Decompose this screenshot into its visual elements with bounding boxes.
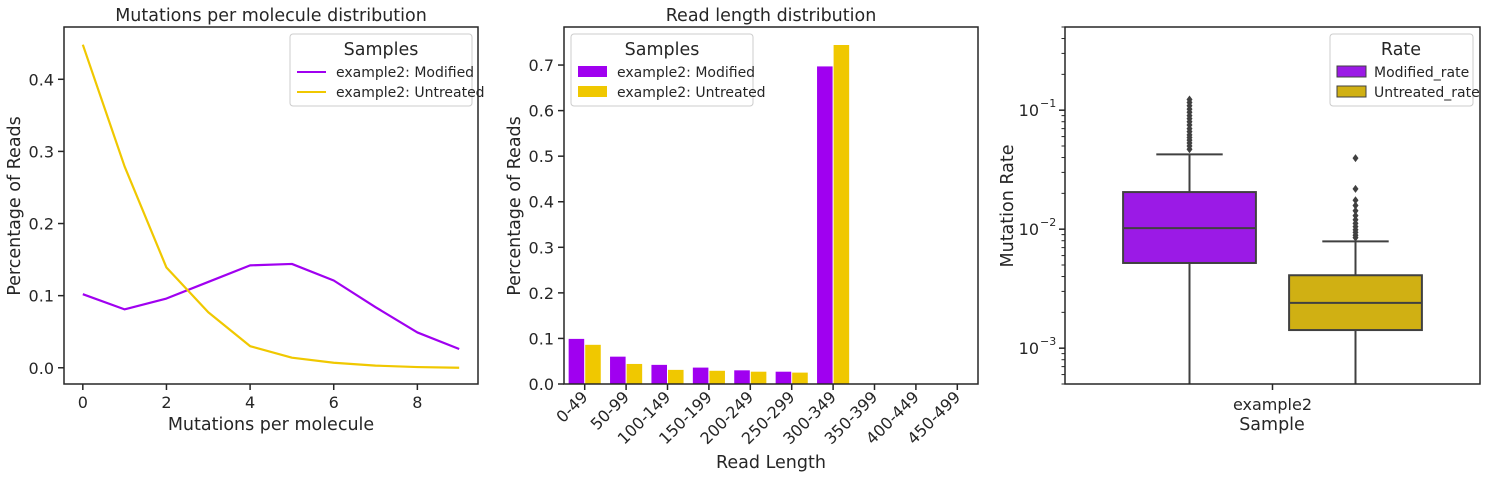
chart-title: Mutations per molecule distribution	[115, 6, 427, 26]
legend-label-modified: example2: Modified	[336, 65, 474, 81]
x-axis-label: Mutations per molecule	[168, 415, 374, 435]
legend-label-modified-rate: Modified_rate	[1374, 65, 1469, 81]
bar-untreated	[792, 372, 808, 384]
outlier-untreated	[1352, 184, 1359, 193]
legend: Samples example2: Modified example2: Unt…	[570, 33, 766, 107]
legend-title: Samples	[625, 40, 700, 60]
outlier-untreated	[1352, 154, 1359, 163]
outlier-untreated	[1352, 206, 1359, 215]
legend-title: Rate	[1381, 40, 1421, 60]
x-tick-label: example2	[1233, 395, 1312, 414]
y-tick-exponent: −3	[1040, 335, 1056, 348]
x-tick-label: 6	[329, 393, 339, 412]
bar-modified	[610, 356, 626, 384]
y-tick-label: 0.7	[529, 56, 554, 75]
bar-untreated	[668, 369, 684, 384]
plot-frame	[63, 26, 479, 385]
y-tick-exponent: −2	[1040, 216, 1056, 229]
outlier-untreated	[1352, 211, 1359, 220]
legend-box	[570, 33, 754, 107]
y-axis-label: Percentage of Reads	[5, 116, 25, 296]
y-tick-label: 0.1	[529, 329, 554, 348]
bar-modified	[817, 66, 833, 385]
bar-untreated	[750, 371, 767, 384]
legend: Rate Modified_rate Untreated_rate	[1329, 33, 1480, 107]
y-tick-label: 0.1	[29, 287, 54, 306]
legend-box	[289, 33, 473, 107]
bar-modified	[692, 367, 709, 384]
legend: Samples example2: Modified example2: Unt…	[289, 33, 485, 107]
bar-untreated	[626, 363, 643, 384]
series-line-modified	[82, 262, 460, 351]
x-tick-label: 4	[245, 393, 255, 412]
y-tick-label: 10	[1019, 220, 1039, 239]
x-tick-label: 2	[161, 393, 171, 412]
bar-modified	[734, 370, 750, 384]
bar-untreated	[833, 44, 850, 385]
x-tick-label: 0	[78, 393, 88, 412]
legend-swatch-untreated-rate	[1336, 85, 1367, 98]
x-tick-label: 8	[412, 393, 422, 412]
bar-modified	[775, 371, 792, 384]
panel-read-length: Read length distribution 0-4950-99100-14…	[505, 6, 979, 473]
bar-untreated	[709, 370, 725, 384]
y-tick-label: 10	[1019, 101, 1039, 120]
x-axis-label: Read Length	[716, 453, 826, 473]
plot-frame	[563, 26, 979, 385]
outlier-modified	[1186, 95, 1193, 104]
y-tick-exponent: −1	[1040, 97, 1056, 110]
y-tick-label: 0.2	[29, 215, 54, 234]
y-tick-label: 0.3	[529, 238, 554, 257]
legend-label-untreated-rate: Untreated_rate	[1374, 85, 1480, 101]
y-tick-label: 0.3	[29, 142, 54, 161]
y-tick-label: 0.0	[29, 359, 54, 378]
y-tick-label: 0.6	[529, 102, 554, 121]
legend-title: Samples	[344, 40, 419, 60]
y-tick-label: 10	[1019, 339, 1039, 358]
y-tick-label: 0.5	[529, 147, 554, 166]
outlier-untreated	[1352, 196, 1359, 205]
y-tick-label: 0.4	[529, 193, 554, 212]
legend-label-modified: example2: Modified	[617, 65, 755, 81]
outlier-untreated	[1352, 215, 1359, 224]
chart-title: Read length distribution	[666, 6, 877, 26]
legend-label-untreated: example2: Untreated	[336, 85, 485, 101]
y-axis-label: Percentage of Reads	[505, 116, 525, 296]
bar-modified	[568, 338, 585, 384]
y-tick-label: 0.4	[29, 70, 54, 89]
series-line-untreated	[81, 44, 460, 369]
plot-frame	[1064, 26, 1481, 385]
outlier-untreated	[1352, 201, 1359, 210]
bar-modified	[651, 364, 667, 384]
y-tick-label: 0.2	[529, 284, 554, 303]
panel-mutations-per-molecule: Mutations per molecule distribution 0 2 4 6…	[5, 6, 485, 435]
y-tick-label: 0.0	[529, 375, 554, 394]
legend-swatch-modified	[578, 66, 607, 77]
bar-untreated	[585, 344, 601, 384]
legend-swatch-untreated	[578, 86, 607, 97]
y-axis-label: Mutation Rate	[998, 145, 1018, 268]
x-axis-label: Sample	[1239, 415, 1305, 435]
legend-swatch-modified-rate	[1336, 65, 1367, 78]
legend-label-untreated: example2: Untreated	[617, 85, 766, 101]
